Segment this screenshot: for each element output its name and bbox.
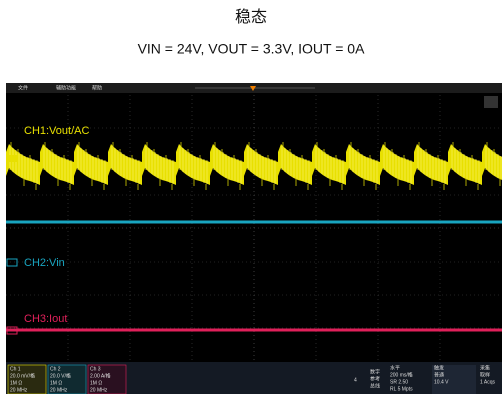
ch3-badge[interactable] [87, 364, 127, 394]
status-text: 20 MHz [50, 387, 68, 393]
status-text: 2.00 A/格 [90, 372, 111, 379]
ch2-badge[interactable] [47, 364, 87, 394]
channel-label: CH3:Iout [24, 313, 67, 325]
ch2-marker [6, 258, 18, 267]
status-text: 取样 [480, 371, 490, 378]
status-text: 普通 [434, 371, 444, 378]
status-text: Ch 3 [90, 366, 101, 372]
menu-item[interactable]: 文件 [18, 84, 28, 91]
status-text: 20 MHz [90, 387, 108, 393]
subtitle: VIN = 24V, VOUT = 3.3V, IOUT = 0A [138, 41, 366, 57]
ch1-waveform [6, 140, 502, 200]
status-text: RL 5 Mpts [390, 386, 413, 392]
trigger-badge[interactable] [432, 365, 476, 394]
status-text: 20.0 mV/格 [10, 372, 35, 379]
menu-item[interactable]: 辅助功能 [56, 84, 76, 91]
status-text: 1M Ω [90, 380, 102, 386]
status-text: 水平 [390, 364, 400, 371]
status-text: 采集 [480, 364, 490, 371]
status-text: Ch 2 [50, 366, 61, 372]
ch1-marker [7, 155, 17, 162]
status-text: 1M Ω [50, 380, 62, 386]
status-text: 4 [354, 377, 357, 383]
tool-icon[interactable] [484, 96, 498, 108]
status-text: 20.0 V/格 [50, 372, 71, 379]
status-text: 数字 [370, 368, 380, 375]
status-text: SR 2.50 [390, 379, 408, 385]
status-text: 1 Acqs [480, 379, 496, 385]
trigger-pos [250, 86, 256, 91]
ch1-badge[interactable] [7, 364, 47, 394]
status-text: Ch 1 [10, 366, 21, 372]
menu-item[interactable]: 帮助 [92, 84, 102, 91]
status-text: 总线 [370, 382, 380, 389]
status-text: 200 ms/格 [390, 371, 413, 378]
status-text: 1M Ω [10, 380, 22, 386]
status-text: 参考 [370, 375, 380, 382]
status-text: 10.4 V [434, 379, 449, 385]
ch3-marker [6, 326, 18, 335]
scope-screen [6, 83, 502, 394]
title: 稳态 [235, 8, 267, 26]
status-text: 20 MHz [10, 387, 28, 393]
status-text: 触发 [434, 364, 444, 371]
channel-label: CH2:Vin [24, 257, 65, 269]
channel-label: CH1:Vout/AC [24, 125, 89, 137]
